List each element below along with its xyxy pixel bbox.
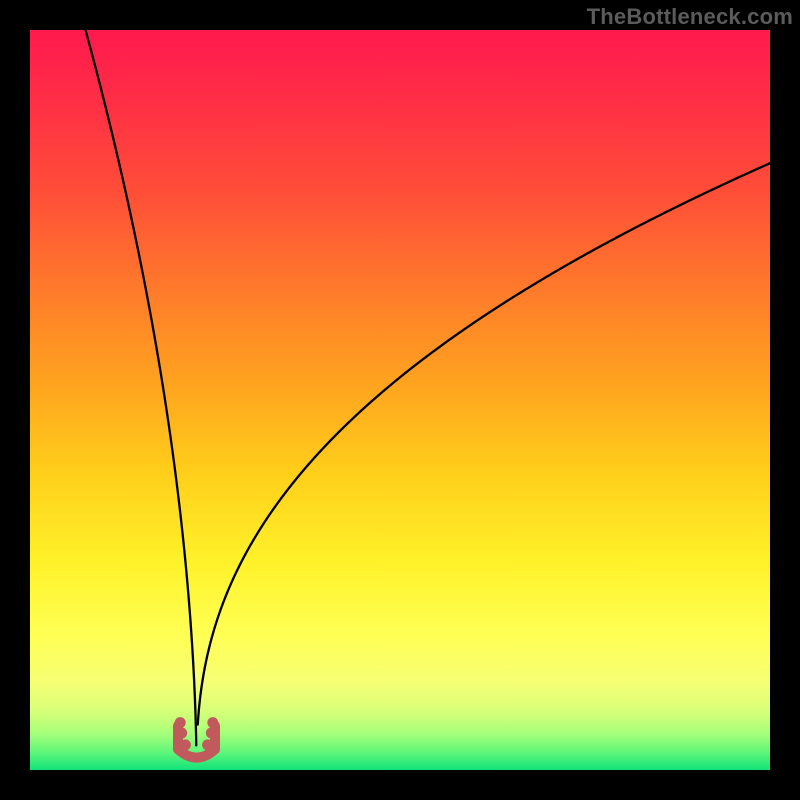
plot-area [30, 30, 770, 770]
bottom-marker-dot [202, 739, 213, 750]
bottom-marker-dot [175, 717, 186, 728]
bottom-marker-dot [206, 728, 217, 739]
bottom-marker-dot [207, 717, 218, 728]
gradient-background [30, 30, 770, 770]
plot-svg [30, 30, 770, 770]
watermark-text: TheBottleneck.com [587, 4, 793, 30]
bottom-marker-dot [176, 728, 187, 739]
bottom-marker-dot [180, 739, 191, 750]
